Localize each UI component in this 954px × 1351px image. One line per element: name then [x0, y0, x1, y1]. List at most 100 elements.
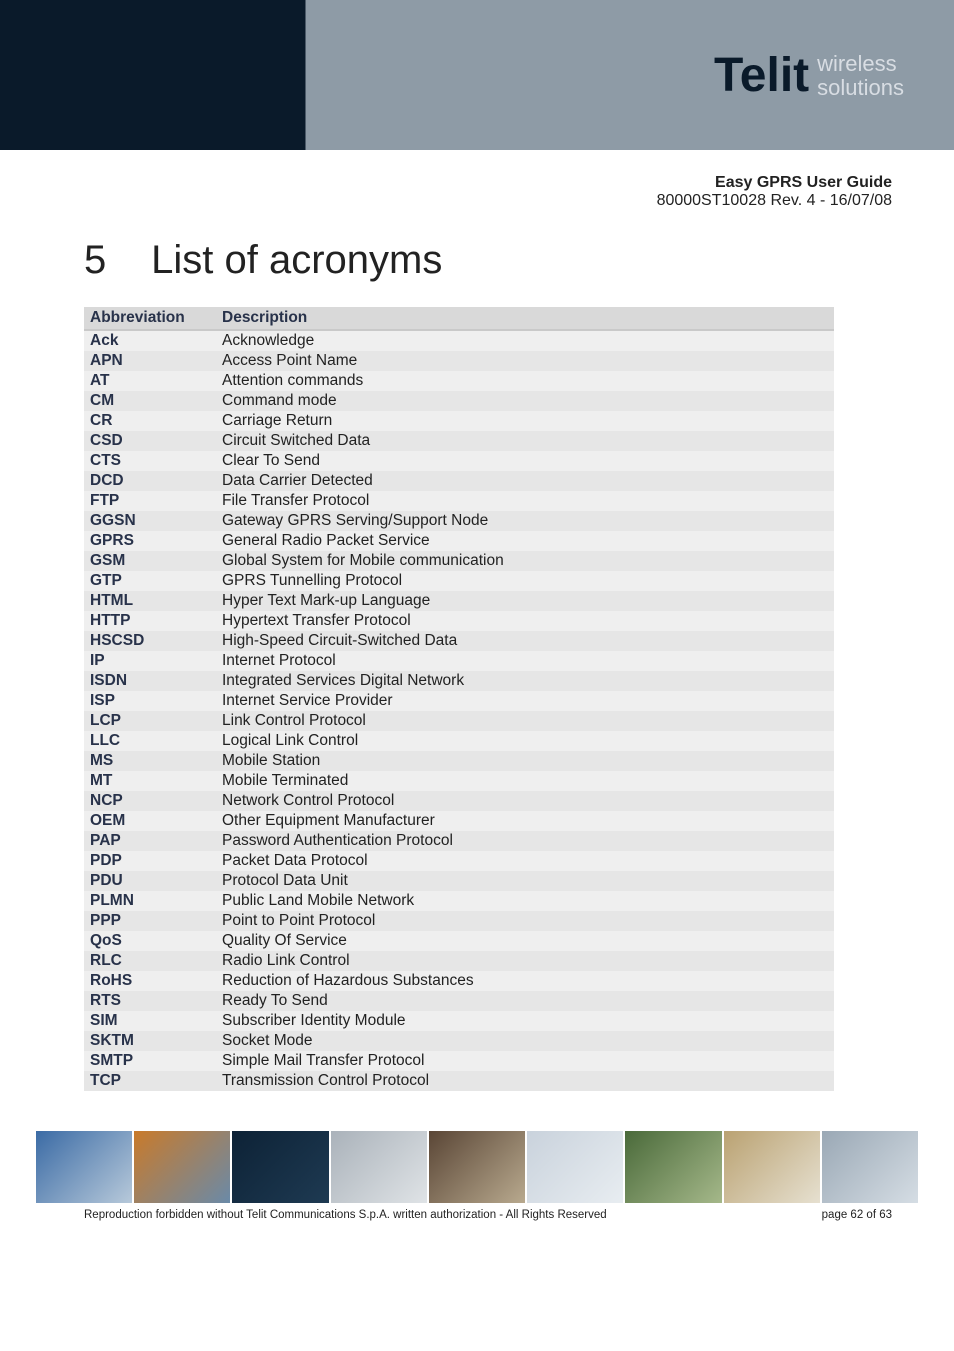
table-row: ISPInternet Service Provider	[84, 691, 834, 711]
cell-description: Mobile Terminated	[216, 771, 834, 791]
logo-sub-1: wireless	[817, 51, 896, 76]
footer-copyright: Reproduction forbidden without Telit Com…	[84, 1209, 607, 1221]
cell-description: General Radio Packet Service	[216, 531, 834, 551]
table-row: SMTPSimple Mail Transfer Protocol	[84, 1051, 834, 1071]
table-row: RoHSReduction of Hazardous Substances	[84, 971, 834, 991]
cell-description: Socket Mode	[216, 1031, 834, 1051]
cell-abbreviation: HSCSD	[84, 631, 216, 651]
table-row: MSMobile Station	[84, 751, 834, 771]
cell-description: Simple Mail Transfer Protocol	[216, 1051, 834, 1071]
cell-abbreviation: SKTM	[84, 1031, 216, 1051]
document-header: Easy GPRS User Guide 80000ST10028 Rev. 4…	[0, 150, 954, 210]
doc-revision: 80000ST10028 Rev. 4 - 16/07/08	[0, 192, 892, 210]
cell-description: Transmission Control Protocol	[216, 1071, 834, 1091]
section-heading: 5 List of acronyms	[0, 210, 954, 307]
section-number: 5	[84, 238, 140, 283]
table-row: RTSReady To Send	[84, 991, 834, 1011]
cell-abbreviation: ISP	[84, 691, 216, 711]
cell-description: Internet Protocol	[216, 651, 834, 671]
table-row: SKTMSocket Mode	[84, 1031, 834, 1051]
cell-abbreviation: ISDN	[84, 671, 216, 691]
cell-abbreviation: OEM	[84, 811, 216, 831]
col-description: Description	[216, 307, 834, 330]
cell-abbreviation: GSM	[84, 551, 216, 571]
cell-abbreviation: FTP	[84, 491, 216, 511]
cell-abbreviation: CSD	[84, 431, 216, 451]
cell-description: Quality Of Service	[216, 931, 834, 951]
cell-description: Public Land Mobile Network	[216, 891, 834, 911]
table-row: PDUProtocol Data Unit	[84, 871, 834, 891]
cell-description: Acknowledge	[216, 330, 834, 351]
cell-abbreviation: LCP	[84, 711, 216, 731]
cell-abbreviation: LLC	[84, 731, 216, 751]
table-row: OEMOther Equipment Manufacturer	[84, 811, 834, 831]
table-row: NCPNetwork Control Protocol	[84, 791, 834, 811]
cell-abbreviation: PDP	[84, 851, 216, 871]
cell-abbreviation: GPRS	[84, 531, 216, 551]
cell-description: Mobile Station	[216, 751, 834, 771]
table-row: RLCRadio Link Control	[84, 951, 834, 971]
cell-abbreviation: Ack	[84, 330, 216, 351]
cell-description: Password Authentication Protocol	[216, 831, 834, 851]
cell-description: Hypertext Transfer Protocol	[216, 611, 834, 631]
table-row: TCPTransmission Control Protocol	[84, 1071, 834, 1091]
cell-abbreviation: RoHS	[84, 971, 216, 991]
cell-abbreviation: DCD	[84, 471, 216, 491]
table-row: SIMSubscriber Identity Module	[84, 1011, 834, 1031]
cell-abbreviation: PPP	[84, 911, 216, 931]
section-title-text: List of acronyms	[151, 238, 442, 282]
logo: Telit wireless solutions	[714, 48, 904, 103]
cell-abbreviation: MT	[84, 771, 216, 791]
table-row: QoSQuality Of Service	[84, 931, 834, 951]
cell-description: Gateway GPRS Serving/Support Node	[216, 511, 834, 531]
table-row: MTMobile Terminated	[84, 771, 834, 791]
cell-description: Circuit Switched Data	[216, 431, 834, 451]
logo-sub-2: solutions	[817, 75, 904, 100]
top-banner: Telit wireless solutions	[0, 0, 954, 150]
cell-description: Subscriber Identity Module	[216, 1011, 834, 1031]
table-row: ISDNIntegrated Services Digital Network	[84, 671, 834, 691]
table-row: AckAcknowledge	[84, 330, 834, 351]
cell-description: Link Control Protocol	[216, 711, 834, 731]
cell-description: Other Equipment Manufacturer	[216, 811, 834, 831]
logo-subtitle: wireless solutions	[817, 52, 904, 98]
table-row: CSDCircuit Switched Data	[84, 431, 834, 451]
cell-abbreviation: PAP	[84, 831, 216, 851]
cell-description: Access Point Name	[216, 351, 834, 371]
cell-description: Logical Link Control	[216, 731, 834, 751]
cell-abbreviation: HTTP	[84, 611, 216, 631]
doc-title: Easy GPRS User Guide	[0, 174, 892, 192]
cell-abbreviation: AT	[84, 371, 216, 391]
cell-abbreviation: HTML	[84, 591, 216, 611]
table-row: PDPPacket Data Protocol	[84, 851, 834, 871]
cell-abbreviation: CTS	[84, 451, 216, 471]
cell-description: Protocol Data Unit	[216, 871, 834, 891]
cell-description: Network Control Protocol	[216, 791, 834, 811]
table-row: GTPGPRS Tunnelling Protocol	[84, 571, 834, 591]
cell-abbreviation: MS	[84, 751, 216, 771]
table-row: CRCarriage Return	[84, 411, 834, 431]
table-row: IPInternet Protocol	[84, 651, 834, 671]
table-row: LCPLink Control Protocol	[84, 711, 834, 731]
table-row: FTPFile Transfer Protocol	[84, 491, 834, 511]
table-row: APNAccess Point Name	[84, 351, 834, 371]
cell-abbreviation: RTS	[84, 991, 216, 1011]
cell-description: Point to Point Protocol	[216, 911, 834, 931]
cell-description: Reduction of Hazardous Substances	[216, 971, 834, 991]
cell-description: Hyper Text Mark-up Language	[216, 591, 834, 611]
footer: Reproduction forbidden without Telit Com…	[0, 1203, 954, 1241]
cell-abbreviation: NCP	[84, 791, 216, 811]
table-row: PAPPassword Authentication Protocol	[84, 831, 834, 851]
cell-abbreviation: TCP	[84, 1071, 216, 1091]
cell-abbreviation: SMTP	[84, 1051, 216, 1071]
cell-abbreviation: PLMN	[84, 891, 216, 911]
cell-description: Radio Link Control	[216, 951, 834, 971]
cell-abbreviation: CR	[84, 411, 216, 431]
cell-description: GPRS Tunnelling Protocol	[216, 571, 834, 591]
table-row: DCDData Carrier Detected	[84, 471, 834, 491]
cell-abbreviation: GTP	[84, 571, 216, 591]
logo-text: Telit	[714, 48, 809, 103]
table-row: HTMLHyper Text Mark-up Language	[84, 591, 834, 611]
cell-description: Global System for Mobile communication	[216, 551, 834, 571]
table-row: PPPPoint to Point Protocol	[84, 911, 834, 931]
